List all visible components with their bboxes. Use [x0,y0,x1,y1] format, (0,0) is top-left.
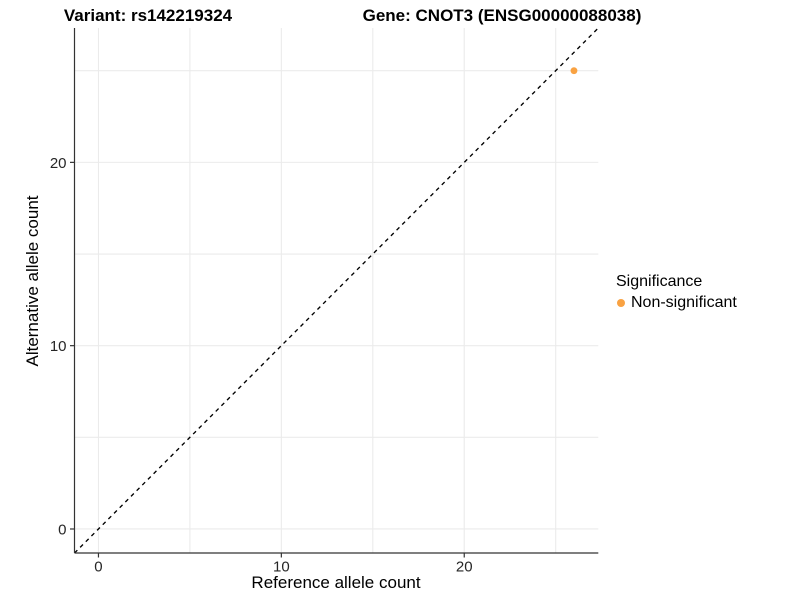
variant-title: Variant: rs142219324 [63,6,233,25]
legend-entry-label: Non-significant [631,294,737,311]
legend-entry: Non-significant [615,294,737,312]
legend: Significance Non-significant [615,273,737,312]
y-tick-label: 20 [50,155,67,172]
y-axis-title: Alternative allele count [23,195,42,367]
data-point [570,67,578,75]
x-tick-label: 10 [273,559,290,576]
gene-title: Gene: CNOT3 (ENSG00000088038) [362,6,642,25]
y-tick-label: 10 [50,338,67,355]
legend-title: Significance [616,273,703,290]
x-tick-label: 0 [94,559,102,576]
x-axis-title: Reference allele count [251,573,421,592]
x-tick-label: 20 [456,559,473,576]
y-tick-label: 0 [58,521,66,538]
legend-point-icon [617,299,625,307]
identity-line [74,27,599,554]
